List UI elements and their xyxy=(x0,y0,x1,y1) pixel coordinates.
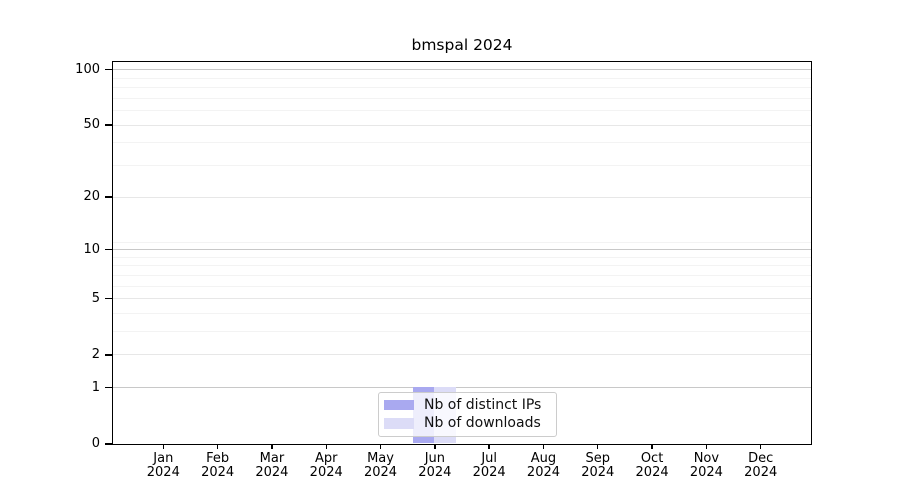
x-tick-label: Jan 2024 xyxy=(131,452,195,479)
x-tick-label-year: 2024 xyxy=(309,464,343,480)
y-tick xyxy=(105,196,112,198)
x-tick-label: Mar 2024 xyxy=(240,452,304,479)
x-tick-label-month: Jan xyxy=(153,451,174,466)
x-tick-label-year: 2024 xyxy=(526,464,561,480)
major-gridline xyxy=(112,124,811,126)
x-tick xyxy=(760,444,762,449)
x-tick-label-year: 2024 xyxy=(363,464,398,480)
x-tick-label: Apr 2024 xyxy=(294,452,358,479)
plot-area xyxy=(111,60,812,445)
x-tick-label-month: Feb xyxy=(206,451,230,466)
x-tick-label-month: Jun xyxy=(424,451,445,466)
x-tick xyxy=(162,444,164,449)
legend-swatch xyxy=(384,418,414,429)
x-tick-label-month: Nov xyxy=(693,451,720,466)
x-tick-label: Aug 2024 xyxy=(511,452,575,479)
x-tick-label: Feb 2024 xyxy=(186,452,250,479)
y-tick-label: 10 xyxy=(83,241,100,257)
x-tick-label-year: 2024 xyxy=(689,464,723,480)
major-gridline xyxy=(112,387,811,389)
y-tick-label: 5 xyxy=(91,290,100,306)
x-tick xyxy=(434,444,436,449)
x-tick-label-month: Apr xyxy=(314,451,338,466)
y-tick xyxy=(105,248,112,251)
minor-gridline xyxy=(112,285,811,287)
x-tick-label: Jul 2024 xyxy=(457,452,521,479)
y-tick xyxy=(105,354,112,356)
minor-gridline xyxy=(112,164,811,166)
minor-gridline xyxy=(112,97,811,99)
x-tick-label-year: 2024 xyxy=(581,464,615,480)
x-tick xyxy=(216,444,219,449)
x-tick-label-month: Mar xyxy=(259,451,285,466)
minor-gridline xyxy=(112,110,811,112)
minor-gridline xyxy=(112,241,811,243)
y-tick xyxy=(105,297,112,300)
minor-gridline xyxy=(112,87,811,89)
x-tick-label-year: 2024 xyxy=(201,464,235,480)
y-tick xyxy=(105,68,112,71)
x-tick-label-month: Oct xyxy=(640,451,664,466)
minor-gridline xyxy=(112,142,811,144)
legend-item: Nb of distinct IPs xyxy=(384,396,549,414)
major-gridline xyxy=(112,69,811,71)
x-tick xyxy=(651,444,653,449)
major-gridline xyxy=(112,298,811,300)
x-tick-label: May 2024 xyxy=(349,452,413,479)
x-tick-label-year: 2024 xyxy=(635,464,669,480)
minor-gridline xyxy=(112,77,811,79)
legend: Nb of distinct IPs Nb of downloads xyxy=(378,392,557,437)
legend-item: Nb of downloads xyxy=(384,414,549,432)
x-tick-label: Sep 2024 xyxy=(566,452,630,479)
minor-gridline xyxy=(112,312,811,314)
x-tick-label: Oct 2024 xyxy=(620,452,684,479)
y-tick-label: 20 xyxy=(83,189,100,205)
y-tick xyxy=(105,124,112,126)
x-tick xyxy=(597,444,599,449)
x-tick-label-year: 2024 xyxy=(418,464,452,480)
minor-gridline xyxy=(112,265,811,267)
y-tick-label: 0 xyxy=(91,436,100,451)
x-tick-label: Dec 2024 xyxy=(729,452,793,479)
x-tick-label-month: Jul xyxy=(481,451,497,466)
x-tick-label-year: 2024 xyxy=(146,464,180,480)
minor-gridline xyxy=(112,256,811,258)
legend-label: Nb of downloads xyxy=(424,415,541,432)
legend-swatch xyxy=(384,399,414,411)
x-tick xyxy=(325,444,327,449)
minor-gridline xyxy=(112,331,811,333)
chart-title: bmspal 2024 xyxy=(411,36,513,54)
minor-gridline xyxy=(112,274,811,276)
y-tick-label: 100 xyxy=(75,61,100,77)
major-gridline xyxy=(112,249,811,250)
y-tick xyxy=(105,387,112,389)
x-tick-label-year: 2024 xyxy=(255,464,289,480)
x-tick xyxy=(542,444,545,449)
x-tick-label: Nov 2024 xyxy=(674,452,738,479)
x-tick-label-year: 2024 xyxy=(744,464,778,480)
major-gridline xyxy=(112,354,811,356)
legend-label: Nb of distinct IPs xyxy=(424,397,542,414)
x-tick-label-year: 2024 xyxy=(472,464,506,480)
y-tick xyxy=(105,443,112,445)
x-tick-label-month: Aug xyxy=(530,451,557,466)
major-gridline xyxy=(112,196,811,198)
y-tick-label: 1 xyxy=(91,379,100,395)
x-tick xyxy=(488,444,490,449)
x-tick-label-month: Sep xyxy=(585,451,611,466)
x-tick-label-month: May xyxy=(367,451,394,466)
y-tick-label: 2 xyxy=(91,346,100,362)
x-tick-label: Jun 2024 xyxy=(403,452,467,479)
x-tick xyxy=(705,444,708,449)
x-tick xyxy=(271,444,273,449)
x-tick xyxy=(379,444,382,449)
x-tick-label-month: Dec xyxy=(748,451,774,466)
y-tick-label: 50 xyxy=(83,117,100,133)
